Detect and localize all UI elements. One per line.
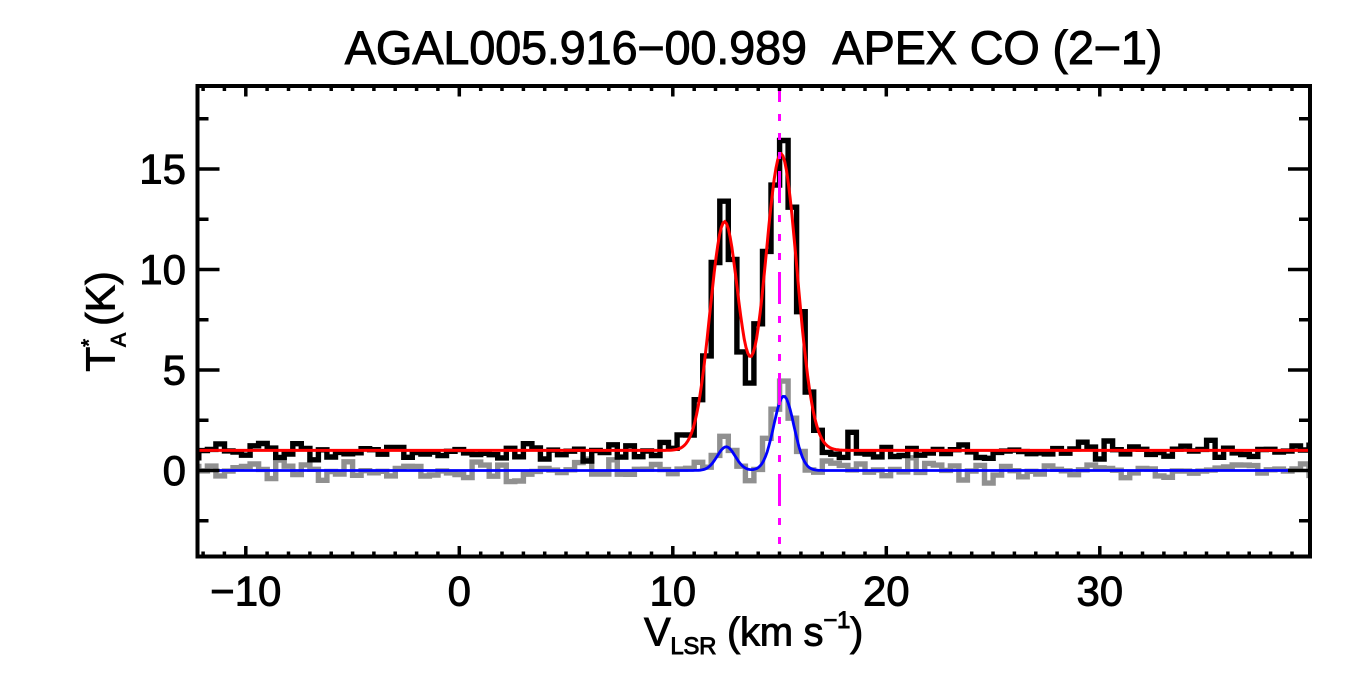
svg-text:0: 0 [163, 447, 186, 494]
svg-text:−10: −10 [210, 568, 281, 615]
svg-text:20: 20 [863, 568, 910, 615]
svg-text:5: 5 [163, 347, 186, 394]
svg-text:10: 10 [649, 568, 696, 615]
svg-text:10: 10 [139, 246, 186, 293]
svg-text:15: 15 [139, 146, 186, 193]
svg-text:AGAL005.916−00.989 APEX CO (2: AGAL005.916−00.989 APEX CO (2−1) [345, 21, 1162, 74]
svg-text:T*A(K): T* A(K) [78, 271, 131, 372]
svg-text:30: 30 [1076, 568, 1123, 615]
svg-text:0: 0 [448, 568, 471, 615]
